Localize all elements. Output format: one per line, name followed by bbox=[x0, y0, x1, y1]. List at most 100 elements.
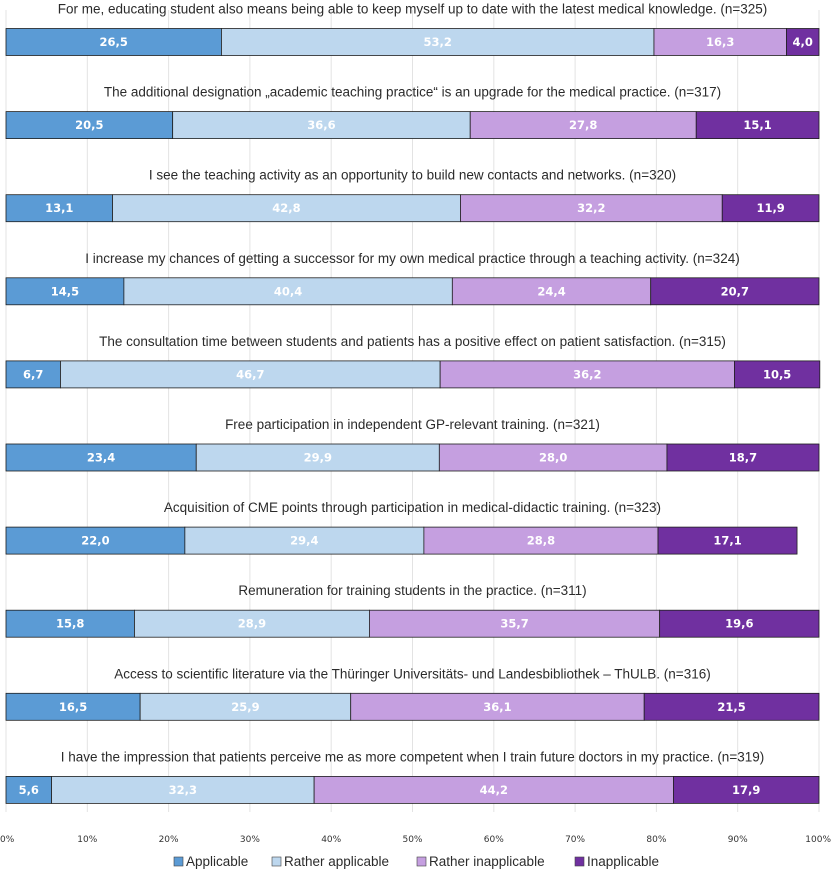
x-tick-label: 90% bbox=[728, 835, 748, 845]
legend-label: Rather inapplicable bbox=[429, 854, 545, 869]
legend-label: Rather applicable bbox=[284, 854, 389, 869]
bar-segment-rather-applicable bbox=[221, 28, 655, 56]
x-tick-label: 20% bbox=[159, 835, 179, 845]
gridlines bbox=[5, 10, 820, 812]
data-label: 44,2 bbox=[480, 783, 508, 797]
legend-label: Applicable bbox=[186, 854, 248, 869]
chart-row: Remuneration for training students in th… bbox=[5, 583, 820, 638]
x-tick-label: 70% bbox=[565, 835, 585, 845]
bar-segment-applicable bbox=[5, 360, 61, 389]
data-label: 10,5 bbox=[763, 367, 791, 381]
chart-row: The additional designation „academic tea… bbox=[5, 85, 820, 139]
chart-row: Access to scientific literature via the … bbox=[5, 666, 820, 721]
bar-segment-inapplicable bbox=[659, 609, 820, 638]
data-label: 26,5 bbox=[100, 35, 128, 49]
data-label: 22,0 bbox=[81, 534, 109, 548]
bar-segment-applicable bbox=[5, 277, 125, 306]
data-label: 20,7 bbox=[721, 284, 749, 298]
x-tick-label: 30% bbox=[240, 835, 260, 845]
x-tick-label: 80% bbox=[646, 835, 666, 845]
bar-segment-rather-applicable bbox=[195, 443, 440, 472]
data-label: 17,9 bbox=[732, 783, 760, 797]
data-label: 20,5 bbox=[75, 118, 103, 132]
chart-row: I increase my chances of getting a succe… bbox=[5, 251, 820, 306]
bar-segment-inapplicable bbox=[650, 277, 820, 306]
question-title: I increase my chances of getting a succe… bbox=[85, 251, 739, 266]
data-label: 13,1 bbox=[45, 201, 73, 215]
chart-row: Acquisition of CME points through partic… bbox=[5, 500, 798, 555]
legend-item: Applicable bbox=[173, 854, 248, 869]
data-label: 5,6 bbox=[19, 783, 39, 797]
question-title: Free participation in independent GP-rel… bbox=[225, 417, 600, 432]
data-label: 16,5 bbox=[59, 700, 87, 714]
data-label: 18,7 bbox=[729, 451, 757, 465]
data-label: 14,5 bbox=[51, 284, 79, 298]
legend-item: Rather inapplicable bbox=[416, 854, 545, 869]
data-label: 29,9 bbox=[304, 451, 332, 465]
question-title: Remuneration for training students in th… bbox=[238, 583, 586, 598]
data-label: 19,6 bbox=[725, 617, 753, 631]
bar-segment-inapplicable bbox=[786, 28, 820, 56]
data-label: 23,4 bbox=[87, 451, 115, 465]
bar-segment-rather-applicable bbox=[172, 111, 471, 139]
bar-segment-applicable bbox=[5, 443, 197, 472]
bar-segment-applicable bbox=[5, 776, 52, 804]
bar-segment-inapplicable bbox=[657, 526, 798, 555]
data-label: 40,4 bbox=[274, 284, 302, 298]
bar-segment-applicable bbox=[5, 28, 222, 56]
data-label: 25,9 bbox=[231, 700, 259, 714]
data-label: 32,3 bbox=[169, 783, 197, 797]
bar-segment-inapplicable bbox=[666, 443, 820, 472]
data-label: 35,7 bbox=[500, 617, 528, 631]
data-label: 28,8 bbox=[527, 534, 555, 548]
legend: Applicable Rather applicable Rather inappl… bbox=[173, 854, 659, 869]
bar-segment-rather-inapplicable bbox=[653, 28, 787, 56]
question-title: The consultation time between students a… bbox=[99, 334, 726, 349]
question-title: Acquisition of CME points through partic… bbox=[164, 500, 661, 515]
bar-segment-applicable bbox=[5, 194, 113, 223]
bar-segment-inapplicable bbox=[695, 111, 820, 139]
data-label: 21,5 bbox=[717, 700, 745, 714]
legend-swatch bbox=[416, 856, 427, 867]
bar-segment-rather-applicable bbox=[184, 526, 425, 555]
data-label: 36,1 bbox=[483, 700, 511, 714]
question-title: I see the teaching activity as an opport… bbox=[149, 168, 676, 183]
data-label: 16,3 bbox=[706, 35, 734, 49]
data-label: 28,0 bbox=[539, 451, 567, 465]
bar-segment-applicable bbox=[5, 692, 141, 721]
chart-row: The consultation time between students a… bbox=[5, 334, 821, 389]
data-label: 28,9 bbox=[238, 617, 266, 631]
chart-row: Free participation in independent GP-rel… bbox=[5, 417, 820, 472]
data-label: 53,2 bbox=[424, 35, 452, 49]
x-tick-label: 60% bbox=[484, 835, 504, 845]
bar-segment-rather-inapplicable bbox=[369, 609, 661, 638]
bar-segment-rather-inapplicable bbox=[460, 194, 723, 223]
data-label: 4,0 bbox=[793, 35, 813, 49]
data-label: 11,9 bbox=[756, 201, 784, 215]
data-label: 24,4 bbox=[537, 284, 565, 298]
x-tick-label: 0% bbox=[0, 835, 15, 845]
bar-segment-rather-inapplicable bbox=[439, 360, 735, 389]
bar-segment-rather-applicable bbox=[139, 692, 352, 721]
legend-label: Inapplicable bbox=[587, 854, 659, 869]
x-axis-ticks: 0% 10% 20% 30% 40% 50% 60% 70% 80% 90% 100% bbox=[0, 835, 831, 845]
bar-segment-rather-inapplicable bbox=[350, 692, 645, 721]
legend-swatch bbox=[271, 856, 282, 867]
question-title: I have the impression that patients perc… bbox=[61, 749, 764, 764]
bar-segment-inapplicable bbox=[673, 776, 820, 804]
legend-swatch bbox=[574, 856, 585, 867]
bar-segment-rather-applicable bbox=[123, 277, 453, 306]
bar-segment-rather-applicable bbox=[60, 360, 441, 389]
data-label: 36,2 bbox=[573, 367, 601, 381]
data-label: 6,7 bbox=[23, 367, 43, 381]
chart-row: I see the teaching activity as an opport… bbox=[5, 168, 820, 223]
bar-segment-rather-applicable bbox=[134, 609, 370, 638]
bar-segment-rather-inapplicable bbox=[313, 776, 674, 804]
legend-item: Inapplicable bbox=[574, 854, 659, 869]
x-tick-label: 10% bbox=[77, 835, 97, 845]
legend-item: Rather applicable bbox=[271, 854, 389, 869]
legend-swatch bbox=[173, 856, 184, 867]
data-label: 46,7 bbox=[236, 367, 264, 381]
data-label: 15,8 bbox=[56, 617, 84, 631]
